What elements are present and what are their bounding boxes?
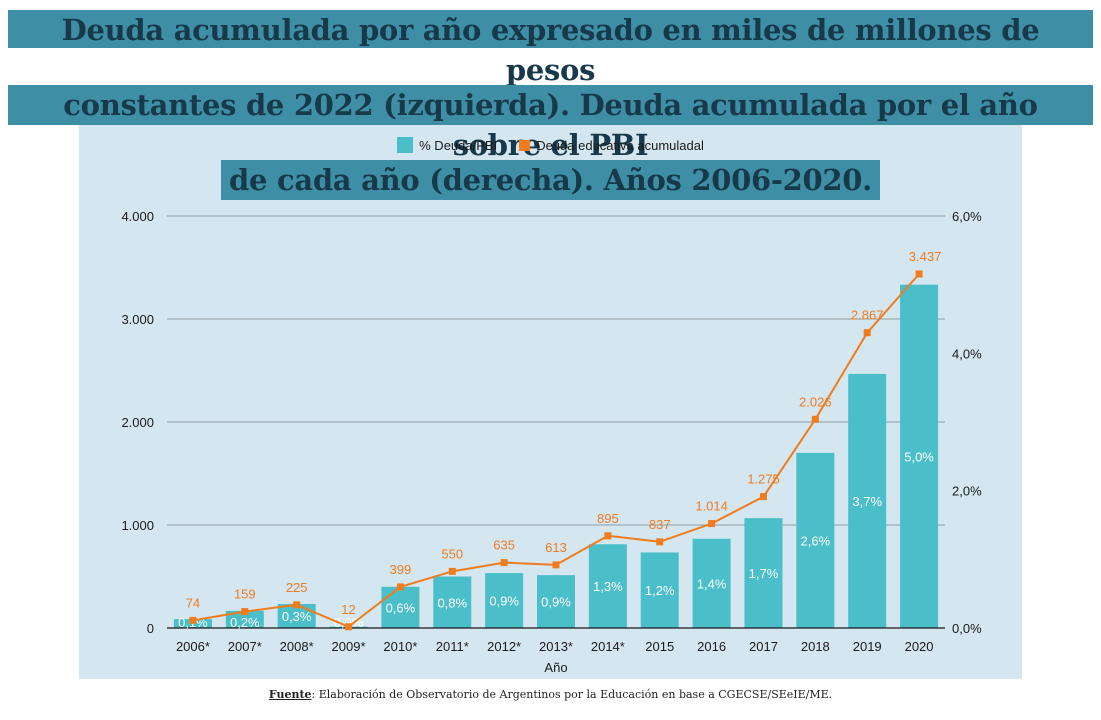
title-line-3: de cada año (derecha). Años 2006-2020. [221, 160, 880, 200]
line-marker [500, 559, 508, 567]
title-line-2: constantes de 2022 (izquierda). Deuda ac… [8, 85, 1093, 162]
bar-value-label: 3,7% [852, 494, 882, 509]
source-text: Elaboración de Observatorio de Argentino… [318, 688, 833, 701]
bar [381, 586, 420, 628]
legend-item-line: Deuda educativa acumuladal [519, 137, 704, 153]
title-line-1: Deuda acumulada por año expresado en mil… [8, 10, 1093, 87]
bar [796, 452, 835, 628]
line-value-label: 2.026 [799, 394, 832, 409]
bar-value-label: 0,8% [437, 595, 467, 610]
line-value-label: 1.275 [747, 472, 780, 487]
x-axis-tick-label: 2011* [436, 639, 469, 654]
line-value-label: 550 [441, 546, 463, 561]
line-value-label: 74 [186, 595, 200, 610]
bar-value-label: 0,9% [489, 594, 519, 609]
source-note: Fuente: Elaboración de Observatorio de A… [0, 688, 1101, 701]
legend-bar-swatch [397, 137, 414, 153]
left-axis-tick-label: 3.000 [121, 312, 154, 327]
bar-value-label: 0,9% [541, 595, 571, 610]
x-axis-tick-label: 2006* [176, 639, 210, 654]
bar-value-label: 5,0% [904, 449, 934, 464]
chart-title: Deuda acumulada por año expresado en mil… [8, 10, 1093, 200]
line-value-label: 3.437 [909, 249, 942, 264]
x-axis-tick-label: 2010* [383, 639, 417, 654]
bar [433, 576, 472, 628]
line-value-label: 12 [341, 602, 355, 617]
bar-value-label: 2,6% [801, 533, 831, 548]
legend-item-bar: % Deuda/PBI [397, 137, 497, 153]
bar [692, 538, 731, 628]
right-axis-tick-label: 2,0% [952, 484, 982, 499]
line-value-label: 895 [597, 511, 619, 526]
bar-value-label: 0,0% [334, 615, 364, 630]
legend-line-label: Deuda educativa acumuladal [536, 137, 704, 153]
bar [485, 573, 524, 628]
right-axis-tick-label: 4,0% [952, 346, 982, 361]
line-value-label: 837 [649, 517, 671, 532]
bar-value-label: 0,2% [230, 615, 260, 630]
left-axis-tick-label: 4.000 [121, 209, 154, 224]
x-axis-tick-label: 2014* [591, 639, 625, 654]
x-axis-tick-label: 2018 [801, 639, 830, 654]
bar [744, 518, 783, 628]
line-marker [656, 538, 664, 546]
line-value-label: 2.867 [851, 308, 884, 323]
line-marker [759, 493, 767, 501]
line-marker [604, 532, 612, 540]
line-marker [708, 520, 716, 528]
line-marker [448, 567, 456, 575]
line-marker [915, 270, 923, 278]
x-axis-tick-label: 2008* [280, 639, 314, 654]
left-axis-tick-label: 1.000 [121, 518, 154, 533]
bar-value-label: 1,7% [749, 566, 779, 581]
x-axis-tick-label: 2016 [697, 639, 726, 654]
line-marker [345, 623, 353, 631]
left-axis-tick-label: 0 [147, 621, 154, 636]
x-axis-tick-label: 2015 [645, 639, 674, 654]
line-value-label: 159 [234, 587, 256, 602]
line-marker [293, 601, 301, 609]
line-marker [863, 329, 871, 337]
bar-value-label: 0,6% [386, 600, 416, 615]
line-value-label: 399 [390, 562, 412, 577]
legend-bar-label: % Deuda/PBI [419, 137, 498, 153]
bar-value-label: 1,2% [645, 583, 675, 598]
bar [225, 610, 264, 628]
bar-value-label: 1,4% [697, 576, 727, 591]
line-value-label: 635 [493, 538, 515, 553]
line-value-label: 1.014 [695, 499, 728, 514]
right-axis-tick-label: 0,0% [952, 621, 982, 636]
bar-value-label: 0,3% [282, 609, 312, 624]
x-axis-tick-label: 2017 [749, 639, 778, 654]
line-marker [189, 616, 197, 624]
source-colon: : [311, 688, 319, 701]
source-label: Fuente [268, 688, 312, 701]
left-axis-tick-label: 2.000 [121, 415, 154, 430]
legend-line-swatch [519, 139, 531, 151]
bar [537, 575, 575, 628]
x-axis-title: Año [544, 660, 567, 675]
chart-legend: % Deuda/PBI Deuda educativa acumuladal [0, 137, 1101, 153]
bar [848, 373, 887, 628]
x-axis-tick-label: 2013* [539, 639, 573, 654]
x-axis-tick-label: 2019 [853, 639, 882, 654]
bar-value-label: 1,3% [593, 579, 623, 594]
line-value-label: 225 [286, 580, 308, 595]
line-marker [396, 583, 404, 591]
line-value-label: 613 [545, 540, 567, 555]
right-axis-tick-label: 6,0% [952, 209, 982, 224]
x-axis-tick-label: 2009* [332, 639, 366, 654]
x-axis-tick-label: 2012* [487, 639, 521, 654]
line-marker [552, 561, 560, 569]
x-axis-tick-label: 2007* [228, 639, 262, 654]
bar [588, 544, 627, 628]
bar [640, 552, 679, 628]
line-marker [241, 608, 249, 616]
x-axis-tick-label: 2020 [905, 639, 934, 654]
line-marker [811, 415, 819, 423]
bar [900, 284, 939, 628]
